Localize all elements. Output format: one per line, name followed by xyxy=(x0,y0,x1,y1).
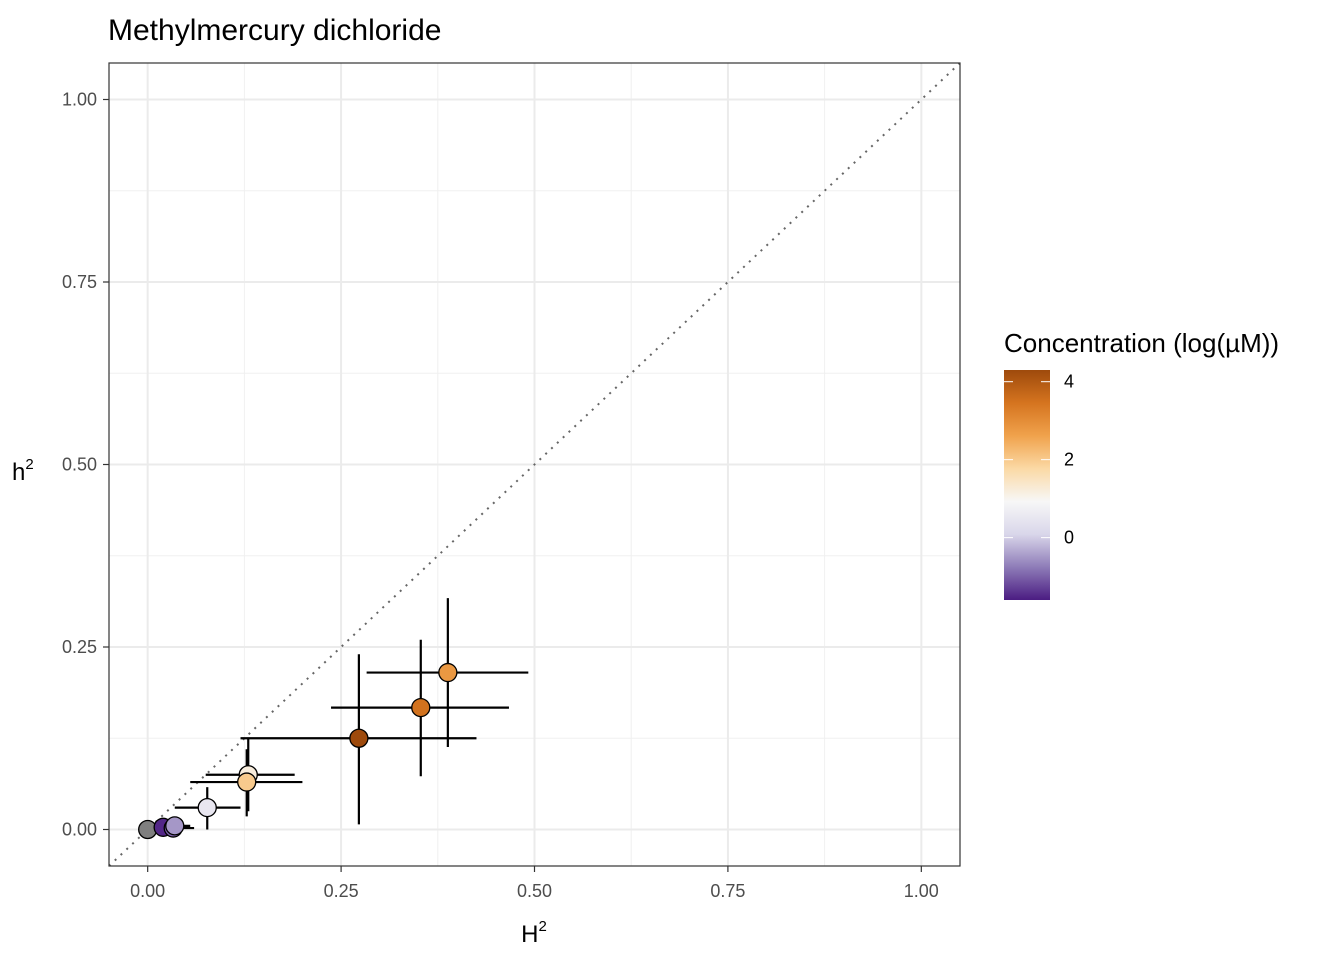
y-axis-title-superscript: 2 xyxy=(25,456,33,473)
data-point xyxy=(197,797,217,818)
y-tick-label: 0.75 xyxy=(62,272,97,292)
reference-line-y-equals-x xyxy=(109,63,960,866)
legend-title: Concentration (log(µM)) xyxy=(1004,328,1279,358)
x-tick-label: 0.25 xyxy=(324,881,359,901)
x-tick-label: 0.75 xyxy=(710,881,745,901)
data-points xyxy=(138,662,458,840)
y-axis-title-base: h xyxy=(12,459,25,486)
x-tick-label: 0.00 xyxy=(130,881,165,901)
x-axis-title: H2 xyxy=(521,918,547,948)
data-point xyxy=(165,816,185,836)
plot-panel xyxy=(108,62,961,867)
legend-tick-label: 4 xyxy=(1064,372,1074,392)
x-tick-label: 0.50 xyxy=(517,881,552,901)
y-tick-label: 0.00 xyxy=(62,820,97,840)
legend-colorbar xyxy=(1004,370,1050,600)
legend-tick-label: 0 xyxy=(1064,528,1074,548)
x-axis-title-base: H xyxy=(521,921,538,948)
x-axis: 0.00 0.25 0.50 0.75 1.00 xyxy=(130,866,939,901)
y-axis-title: h2 xyxy=(12,456,34,486)
y-tick-label: 0.25 xyxy=(62,637,97,657)
legend-tick-label: 2 xyxy=(1064,450,1074,470)
chart-title: Methylmercury dichloride xyxy=(108,14,441,47)
y-tick-label: 1.00 xyxy=(62,90,97,110)
x-tick-label: 1.00 xyxy=(904,881,939,901)
data-point xyxy=(411,697,431,718)
legend-ticks: 0 2 4 xyxy=(1004,372,1074,548)
data-point xyxy=(349,728,369,748)
legend: Concentration (log(µM)) 0 2 4 xyxy=(1004,328,1279,600)
data-point xyxy=(237,772,257,792)
y-tick-label: 0.50 xyxy=(62,455,97,475)
x-axis-title-superscript: 2 xyxy=(539,918,547,935)
y-axis: 0.00 0.25 0.50 0.75 1.00 xyxy=(62,90,109,840)
data-point xyxy=(438,662,458,683)
